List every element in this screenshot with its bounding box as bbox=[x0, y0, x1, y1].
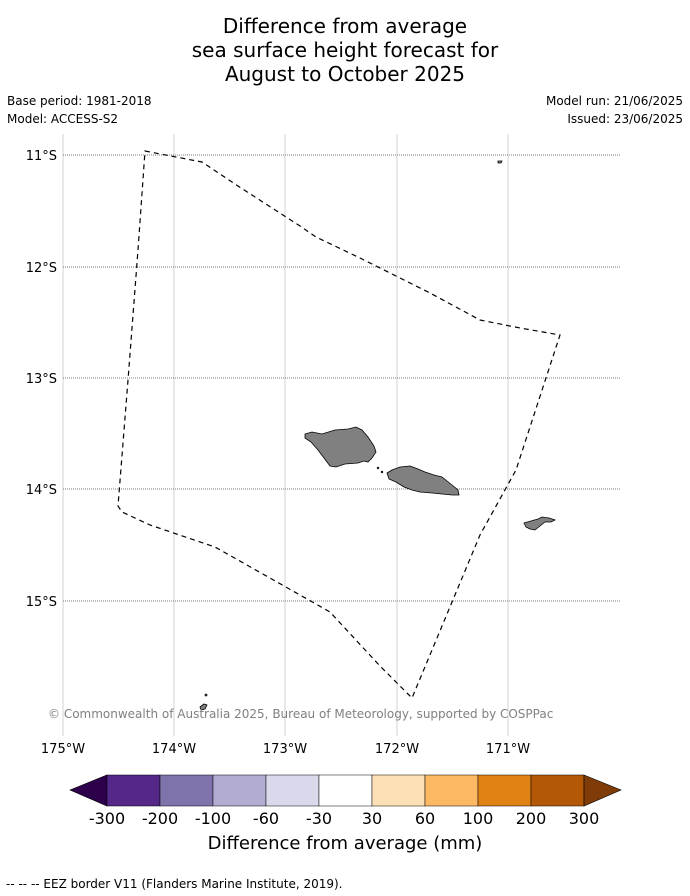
colorbar-label-2: -200 bbox=[142, 809, 178, 828]
lon-label-174w: 174°W bbox=[152, 742, 196, 757]
title-line-3: August to October 2025 bbox=[224, 62, 466, 86]
small-islet-south bbox=[199, 703, 208, 711]
small-islet-north bbox=[497, 160, 503, 164]
colorbar-segment-8 bbox=[477, 774, 532, 807]
lon-label-175w: 175°W bbox=[41, 742, 85, 757]
colorbar-label-9: 200 bbox=[516, 809, 547, 828]
islet-dot-south bbox=[204, 693, 208, 697]
base-period-text: Base period: 1981-2018 bbox=[7, 94, 152, 108]
colorbar-segment-7 bbox=[424, 774, 479, 807]
model-run-text: Model run: 21/06/2025 bbox=[545, 94, 683, 108]
colorbar-segment-1 bbox=[106, 774, 161, 807]
colorbar bbox=[69, 774, 622, 807]
lon-label-172w: 172°W bbox=[375, 742, 419, 757]
title-line-2: sea surface height forecast for bbox=[191, 38, 499, 62]
colorbar-label-4: -60 bbox=[253, 809, 279, 828]
colorbar-segment-2 bbox=[159, 774, 214, 807]
lat-label-15s: 15°S bbox=[26, 595, 57, 610]
lon-label-171w: 171°W bbox=[486, 742, 530, 757]
model-text: Model: ACCESS-S2 bbox=[7, 112, 119, 126]
upolu-island bbox=[386, 465, 460, 496]
eez-footnote: -- -- -- EEZ border V11 (Flanders Marine… bbox=[6, 877, 343, 891]
latitude-gridlines bbox=[63, 154, 620, 602]
tutuila-island bbox=[523, 516, 557, 531]
islet-dot-apolima bbox=[376, 466, 380, 470]
colorbar-segment-9 bbox=[530, 774, 585, 807]
savaii-island bbox=[304, 426, 377, 468]
islet-dot-manono bbox=[380, 470, 384, 474]
copyright-text: © Commonwealth of Australia 2025, Bureau… bbox=[48, 707, 554, 721]
colorbar-label-6: 30 bbox=[362, 809, 382, 828]
lon-label-173w: 173°W bbox=[263, 742, 307, 757]
colorbar-label-3: -100 bbox=[195, 809, 231, 828]
colorbar-label-10: 300 bbox=[569, 809, 600, 828]
lat-label-12s: 12°S bbox=[26, 261, 57, 276]
colorbar-label-1: -300 bbox=[89, 809, 125, 828]
colorbar-label-5: -30 bbox=[306, 809, 332, 828]
colorbar-segment-4 bbox=[265, 774, 320, 807]
colorbar-segment-6 bbox=[371, 774, 426, 807]
colorbar-segment-5 bbox=[318, 774, 373, 807]
colorbar-label-7: 60 bbox=[415, 809, 435, 828]
lat-label-11s: 11°S bbox=[26, 149, 57, 164]
colorbar-arrow-low bbox=[69, 774, 108, 807]
colorbar-segment-3 bbox=[212, 774, 267, 807]
islands bbox=[199, 160, 557, 711]
colorbar-label-8: 100 bbox=[463, 809, 494, 828]
lat-label-14s: 14°S bbox=[26, 483, 57, 498]
eez-border bbox=[117, 150, 561, 700]
title-line-1: Difference from average bbox=[222, 14, 468, 38]
longitude-gridlines bbox=[62, 134, 509, 736]
lat-label-13s: 13°S bbox=[26, 372, 57, 387]
colorbar-title: Difference from average (mm) bbox=[207, 833, 483, 854]
map-title: Difference from average sea surface heig… bbox=[0, 14, 690, 86]
colorbar-arrow-high bbox=[583, 774, 622, 807]
issued-text: Issued: 23/06/2025 bbox=[567, 112, 683, 126]
